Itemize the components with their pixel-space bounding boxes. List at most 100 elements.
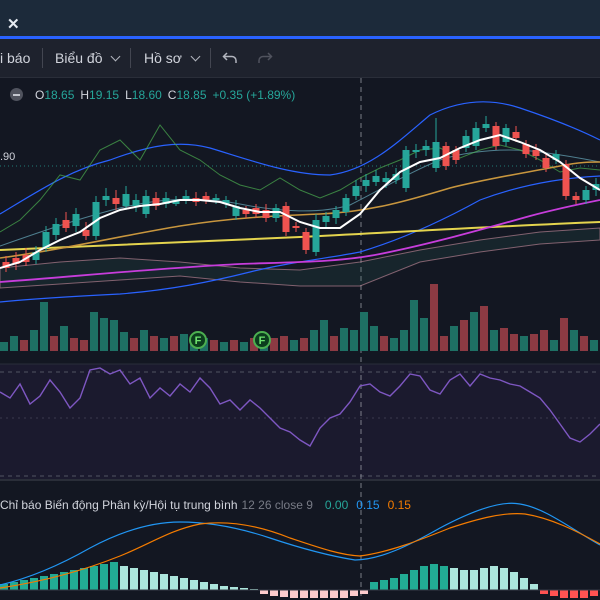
active-tab-indicator: [0, 36, 600, 39]
bollinger-lower: [0, 175, 600, 303]
minus-circle-icon[interactable]: [10, 88, 23, 102]
close-key: C: [167, 88, 177, 102]
histogram-bar: [230, 587, 238, 590]
volume-bar: [580, 336, 588, 351]
histogram-bar: [540, 590, 548, 594]
volume-bar: [320, 320, 328, 351]
indicators-button[interactable]: i báo: [0, 39, 30, 77]
histogram-bar: [90, 566, 98, 590]
volume-bar: [90, 312, 98, 351]
chart-menu-button[interactable]: Biểu đồ: [55, 39, 121, 77]
histogram-bar: [530, 584, 538, 590]
histogram-bar: [200, 582, 208, 590]
histogram-bar: [560, 590, 568, 598]
candle-body: [262, 210, 270, 218]
candle-body: [432, 142, 440, 168]
histogram-bar: [300, 590, 308, 598]
candle-body: [412, 150, 420, 152]
candle-body: [172, 200, 180, 204]
macd-histogram: [0, 562, 598, 598]
candle-body: [52, 224, 60, 235]
toolbar: i báo Biểu đồ Hồ sơ: [0, 39, 600, 78]
candle-body: [582, 190, 590, 200]
candle-body: [212, 198, 220, 200]
volume-bar: [130, 338, 138, 351]
candle-body: [132, 200, 140, 206]
chart-canvas[interactable]: F F: [0, 78, 600, 600]
volume-bar: [270, 338, 278, 351]
volume-bar: [240, 342, 248, 351]
histogram-bar: [420, 566, 428, 590]
volume-bar: [50, 336, 58, 351]
candle-body: [482, 124, 490, 128]
profile-menu-button[interactable]: Hồ sơ: [144, 39, 201, 77]
histogram-bar: [220, 586, 228, 590]
redo-icon[interactable]: [257, 50, 273, 66]
candle-body: [332, 210, 340, 218]
volume-bar: [160, 338, 168, 351]
candle-body: [292, 226, 300, 228]
bollinger-upper: [0, 101, 600, 215]
histogram-bar: [190, 580, 198, 590]
close-icon[interactable]: ✕: [7, 16, 20, 33]
rsi-pane: [0, 364, 600, 480]
candle-body: [392, 174, 400, 180]
high-key: H: [80, 88, 90, 102]
volume-bar: [310, 330, 318, 351]
candle-body: [522, 144, 530, 154]
ohlc-legend: O18.65 H19.15 L18.60 C18.85 +0.35 (+1.89%): [10, 87, 301, 103]
ma-white: [0, 133, 600, 269]
volume-series: [0, 284, 598, 351]
toolbar-divider: [42, 48, 43, 68]
undo-icon[interactable]: [222, 50, 238, 66]
histogram-bar: [30, 578, 38, 590]
candle-body: [282, 206, 290, 232]
candle-body: [182, 196, 190, 200]
histogram-bar: [430, 564, 438, 590]
event-marker-label: F: [259, 335, 266, 347]
histogram-bar: [440, 566, 448, 590]
macd-legend[interactable]: Chỉ báo Biến động Phân kỳ/Hội tụ trung b…: [0, 497, 411, 513]
volume-bar: [420, 318, 428, 351]
candle-body: [202, 196, 210, 200]
event-marker[interactable]: F: [253, 331, 271, 349]
top-header: ✕: [0, 0, 600, 39]
price-label: .90: [0, 151, 16, 163]
ma-purple: [0, 199, 600, 283]
histogram-bar: [280, 590, 288, 597]
histogram-bar: [160, 574, 168, 590]
macd-value: 0.00: [324, 498, 349, 512]
volume-bar: [100, 318, 108, 351]
volume-bar: [20, 340, 28, 351]
histogram-bar: [340, 590, 348, 598]
volume-bar: [440, 336, 448, 351]
lagging-line: [0, 124, 600, 233]
volume-bar: [460, 320, 468, 351]
candle-body: [542, 158, 550, 168]
histogram-bar: [40, 576, 48, 590]
chart-area[interactable]: F F: [0, 78, 600, 600]
volume-bar: [480, 306, 488, 351]
candle-body: [452, 150, 460, 160]
histogram-bar: [450, 568, 458, 590]
close-value: 18.85: [176, 88, 207, 102]
volume-bar: [140, 330, 148, 351]
volume-bar: [450, 326, 458, 351]
volume-bar: [550, 340, 558, 351]
candle-body: [92, 202, 100, 236]
candle-body: [362, 180, 370, 186]
event-marker[interactable]: F: [189, 331, 207, 349]
volume-bar: [510, 334, 518, 351]
candle-body: [382, 178, 390, 182]
volume-bar: [40, 302, 48, 351]
signal-value: 0.15: [356, 498, 380, 512]
histogram-bar: [330, 590, 338, 598]
histogram-bar: [260, 590, 268, 594]
volume-bar: [80, 340, 88, 351]
histogram-bar: [520, 578, 528, 590]
volume-bar: [120, 332, 128, 351]
histogram-bar: [350, 590, 358, 596]
histogram-bar: [370, 582, 378, 590]
volume-bar: [10, 336, 18, 351]
candle-body: [312, 220, 320, 252]
